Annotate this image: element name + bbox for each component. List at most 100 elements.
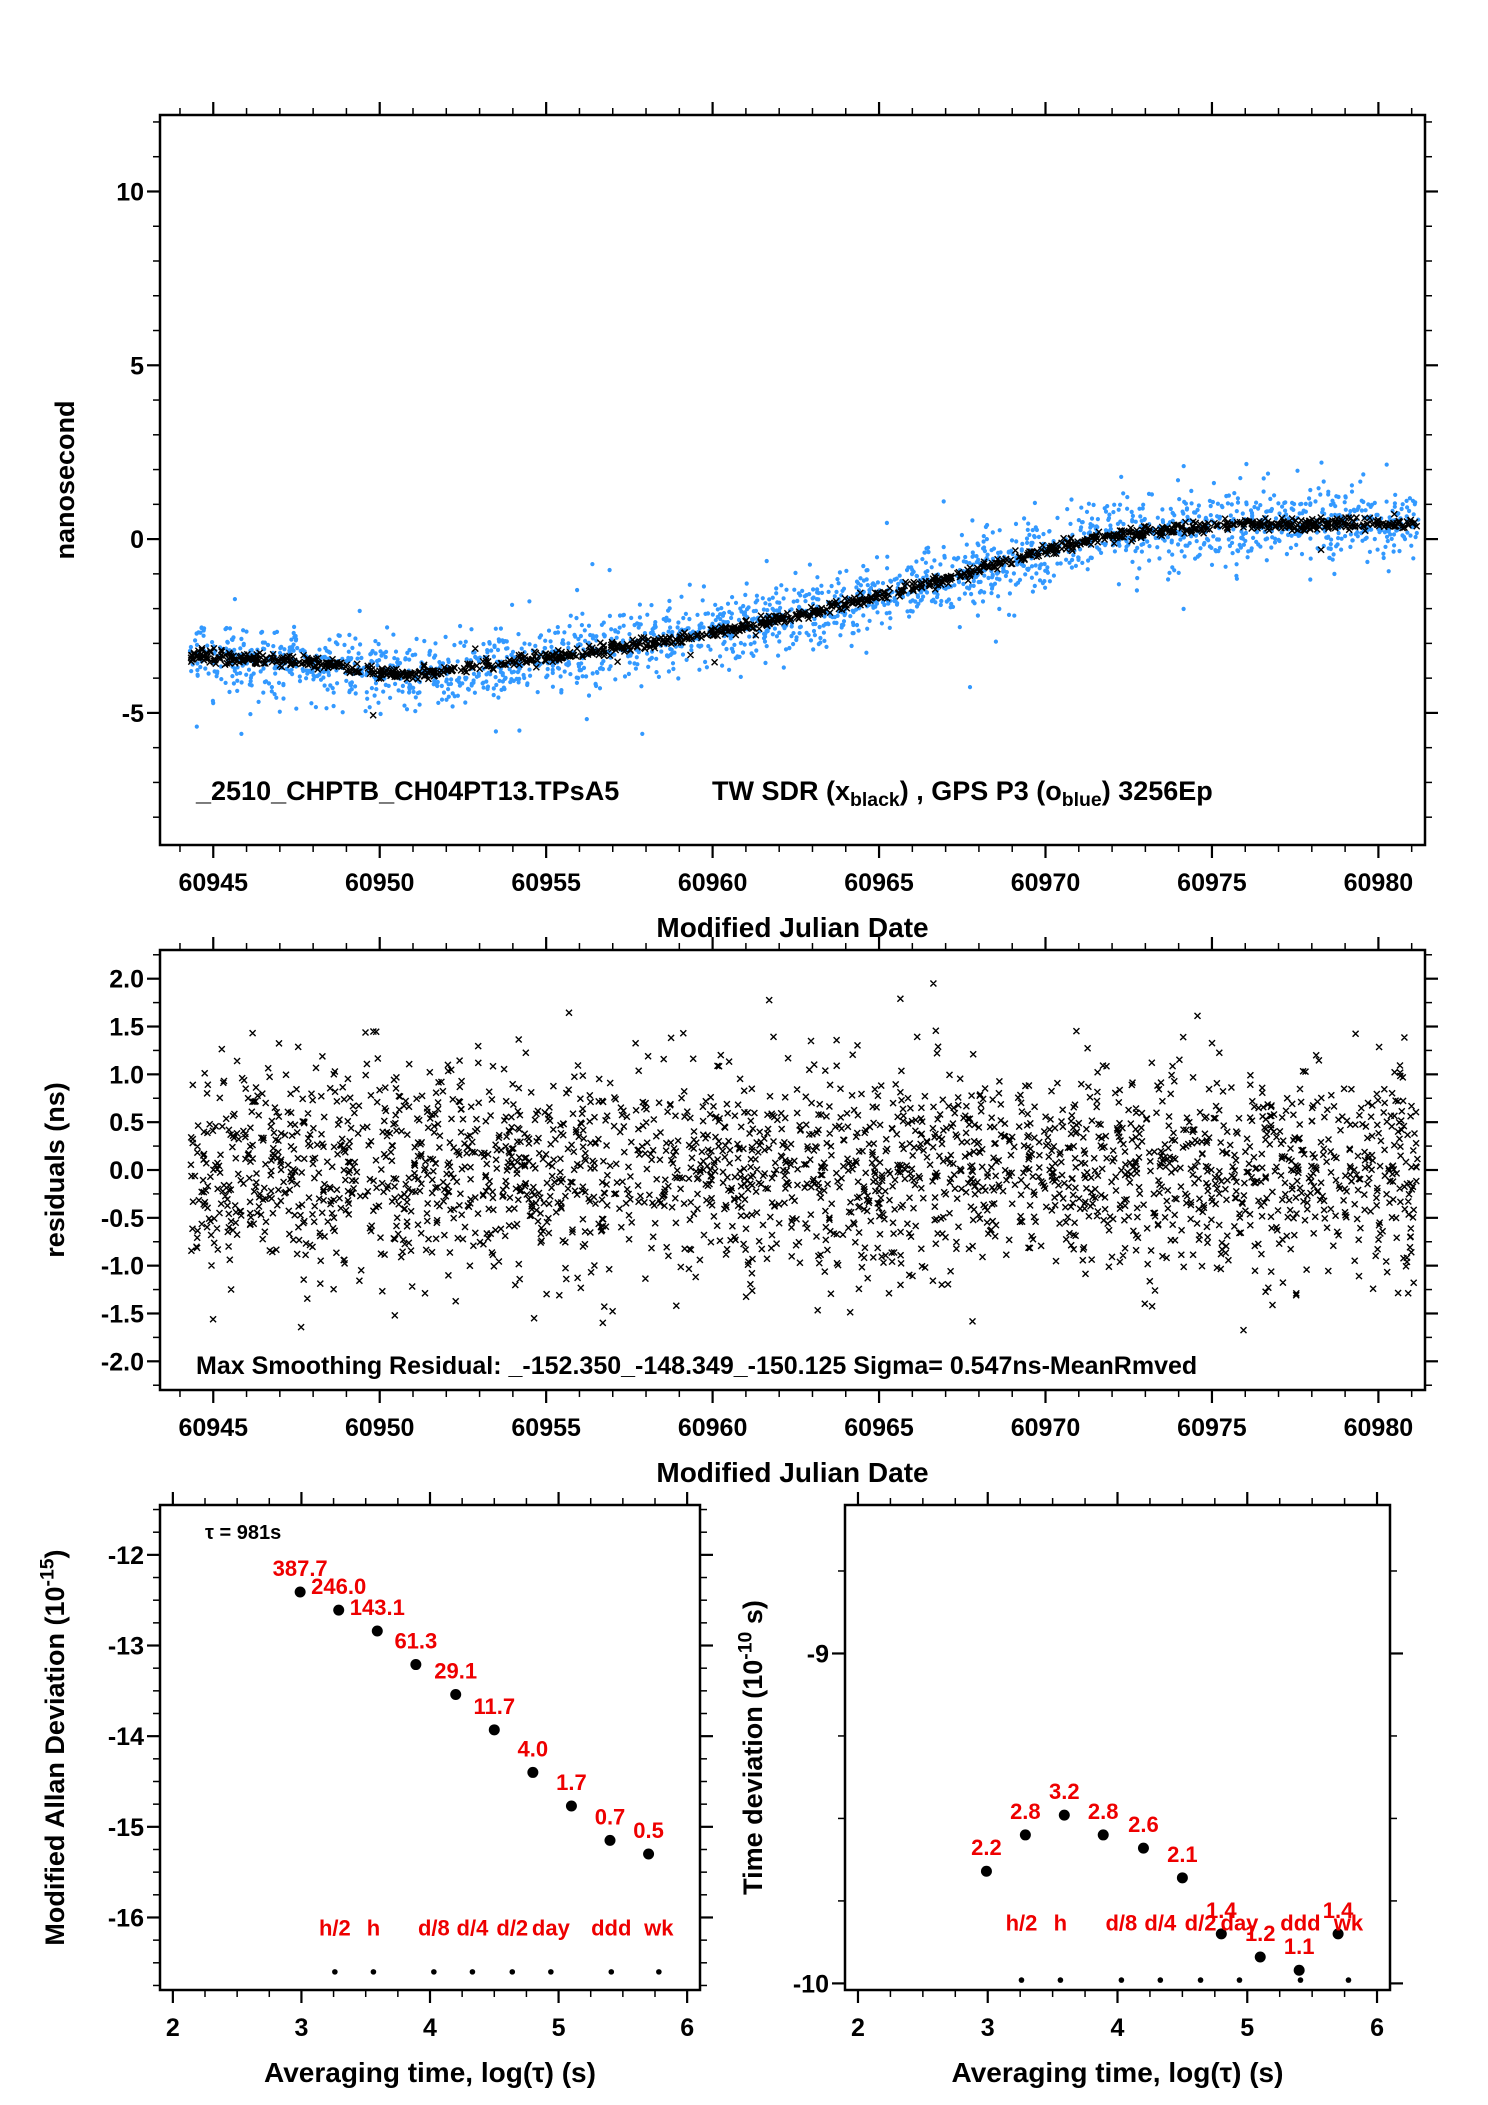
x-tick-label: 6 [680, 2014, 694, 2042]
mdev-data-point [604, 1834, 616, 1846]
tau-mark-label: wk [1333, 1911, 1364, 1936]
tdev-value-label: 1.2 [1245, 1921, 1276, 1946]
tau-mark-dot [469, 1969, 476, 1975]
x-tick-label: 60965 [844, 869, 914, 897]
y-tick-label: -15 [108, 1814, 144, 1842]
tau-mark-label: h/2 [319, 1916, 351, 1941]
y-tick-label: -14 [108, 1723, 144, 1751]
x-tick-label: 60975 [1177, 1414, 1247, 1442]
y-axis-label: nanosecond [50, 400, 80, 559]
mdev-data-point [333, 1604, 345, 1616]
y-tick-label: -16 [108, 1904, 144, 1932]
tau-mark-label: d/8 [418, 1916, 450, 1941]
dataset-title: _2510_CHPTB_CH04PT13.TPsA5 [195, 776, 619, 806]
tdev-value-label: 2.6 [1128, 1812, 1159, 1837]
tau-mark-label: d/8 [1105, 1911, 1137, 1936]
tau-mark-label: d/4 [1144, 1911, 1177, 1936]
tdev-value-label: 2.1 [1167, 1842, 1198, 1867]
tdev-data-point [1293, 1964, 1305, 1976]
y-tick-label: 1.5 [109, 1014, 144, 1042]
mdev-value-label: 387.7 [273, 1556, 328, 1581]
tau-mark-dot [1157, 1977, 1164, 1983]
tau-mark-dot [509, 1969, 516, 1975]
tau-mark-dot [656, 1969, 662, 1975]
x-tick-label: 6 [1370, 2014, 1384, 2042]
mdev-data-point [371, 1625, 383, 1637]
tdev-value-label: 1.4 [1206, 1898, 1237, 1923]
x-tick-label: 60980 [1344, 1414, 1414, 1442]
tau-mark-dot [1018, 1977, 1025, 1983]
y-tick-label: 0.0 [109, 1157, 144, 1185]
x-tick-label: 5 [1240, 2014, 1254, 2042]
tau-mark-dot [1057, 1977, 1064, 1983]
tdev-data-point [1215, 1928, 1227, 1940]
x-tick-label: 60970 [1011, 869, 1081, 897]
mdev-value-label: 11.7 [473, 1694, 515, 1719]
x-axis-label: Averaging time, log(τ) (s) [952, 2057, 1284, 2088]
tau-mark-dot [1345, 1977, 1352, 1983]
x-tick-label: 2 [851, 2014, 865, 2042]
tau-mark-label: h/2 [1006, 1911, 1038, 1936]
y-tick-label: -1.0 [101, 1253, 144, 1281]
x-tick-label: 60955 [511, 869, 581, 897]
tdev-value-label: 1.4 [1323, 1898, 1354, 1923]
tdev-data-point [1137, 1842, 1149, 1854]
tdev-data-point [1176, 1872, 1188, 1884]
y-tick-label: 10 [116, 178, 144, 206]
mdev-data-point [450, 1688, 462, 1700]
y-tick-label: 0.5 [109, 1109, 144, 1137]
mdev-data-point [488, 1724, 500, 1736]
x-tick-label: 60965 [844, 1414, 914, 1442]
mdev-data-point [410, 1659, 422, 1671]
GPS P3-scatter-series [187, 460, 1421, 736]
series-legend: TW SDR (xblack) , GPS P3 (oblue) 3256Ep [712, 776, 1213, 811]
x-tick-label: 60950 [345, 869, 415, 897]
tdev-value-label: 2.8 [1010, 1799, 1041, 1824]
tdev-data-point [1058, 1809, 1070, 1821]
TW SDR-scatter-series [187, 510, 1421, 719]
x-axis-label: Averaging time, log(τ) (s) [264, 2057, 596, 2088]
smoothing-residual-note: Max Smoothing Residual: _-152.350_-148.3… [196, 1352, 1197, 1380]
mdev-value-label: 0.7 [595, 1804, 626, 1829]
y-tick-label: 0 [130, 526, 144, 554]
tau-mark-label: ddd [591, 1916, 631, 1941]
x-tick-label: 4 [423, 2014, 437, 2042]
tau-mark-label: day [532, 1916, 571, 1941]
tdev-value-label: 3.2 [1049, 1779, 1080, 1804]
tau-annotation: τ = 981s [205, 1522, 281, 1544]
y-tick-label: 5 [130, 352, 144, 380]
tau-mark-dot [1297, 1977, 1304, 1983]
mdev-value-label: 246.0 [311, 1574, 366, 1599]
y-tick-label: -13 [108, 1633, 144, 1661]
mdev-value-label: 0.5 [633, 1818, 664, 1843]
y-tick-label: 2.0 [109, 966, 144, 994]
tau-mark-label: wk [643, 1916, 674, 1941]
x-axis-label: Modified Julian Date [656, 912, 928, 943]
x-tick-label: 60945 [178, 869, 248, 897]
tdev-data-point [980, 1865, 992, 1877]
tau-mark-label: day [1221, 1911, 1260, 1936]
y-tick-label: -10 [793, 1970, 829, 1998]
y-axis-label: Time deviation (10-10 s) [735, 1600, 768, 1895]
residuals-panel: 60945 60950 60955 60960 60965 60970 60975 60980… [40, 937, 1438, 1488]
tdev-value-label: 2.2 [971, 1835, 1002, 1860]
residuals-scatter-series [187, 980, 1421, 1334]
x-tick-label: 60980 [1344, 869, 1414, 897]
tau-mark-label: h [367, 1916, 380, 1941]
y-tick-label: 1.0 [109, 1061, 144, 1089]
tau-mark-label: h [1054, 1911, 1067, 1936]
x-tick-label: 5 [552, 2014, 566, 2042]
tau-mark-label: d/4 [457, 1916, 490, 1941]
time-deviation-panel: 2 3 4 5 6 -9 -10 2.2 2.8 3.2 2.8 2.6 2.1 1.4 1.2 1.1 1.4… [735, 1492, 1403, 2088]
mdev-value-label: 61.3 [394, 1629, 437, 1654]
mdev-value-label: 143.1 [350, 1595, 405, 1620]
x-tick-label: 60960 [678, 869, 748, 897]
tdev-data-point [1254, 1951, 1266, 1963]
tau-mark-dot [608, 1969, 615, 1975]
tau-mark-dot [370, 1969, 377, 1975]
x-tick-label: 60950 [345, 1414, 415, 1442]
y-axis-label: Modified Allan Deviation (10-15) [37, 1549, 70, 1945]
mdev-value-label: 29.1 [434, 1658, 477, 1683]
x-tick-label: 60945 [178, 1414, 248, 1442]
